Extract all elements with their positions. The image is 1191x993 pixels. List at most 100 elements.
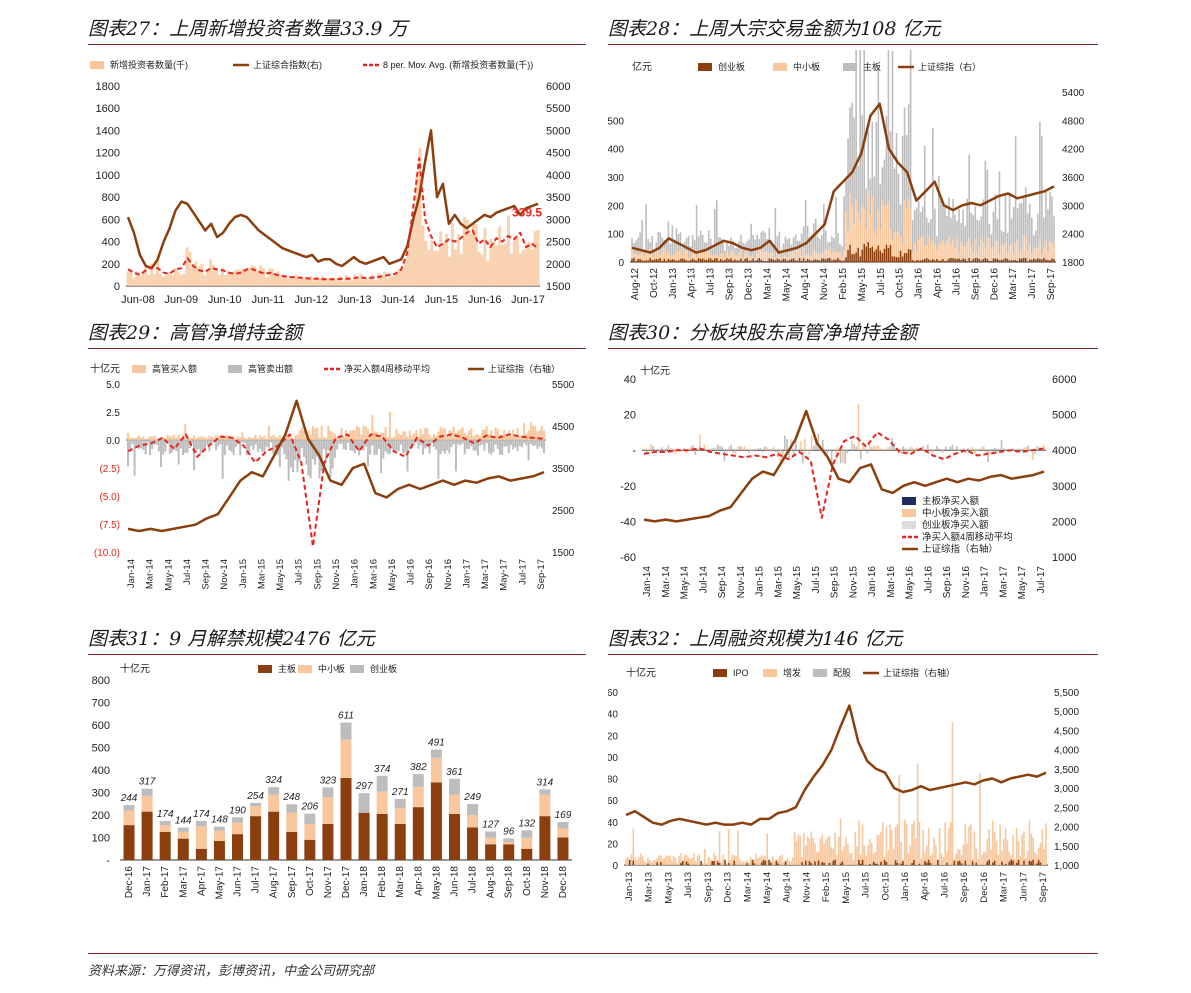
- sell-bar: [465, 440, 468, 449]
- block-trade-bar: [770, 258, 773, 262]
- block-trade-bar: [942, 204, 944, 241]
- placement-bar: [1001, 851, 1003, 865]
- ipo-bar: [872, 861, 875, 865]
- placement-bar: [1015, 827, 1018, 865]
- legend-label: 净买入额4周移动平均: [922, 531, 1013, 543]
- sell-bar: [133, 440, 136, 476]
- sell-bar: [380, 440, 383, 474]
- block-trade-bar: [748, 239, 750, 256]
- block-trade-bar: [863, 50, 866, 209]
- investor-bar: [389, 273, 393, 286]
- placement-bar: [792, 857, 794, 865]
- source-note: 资料来源：万得资讯，彭博资讯，中金公司研究部: [88, 964, 375, 979]
- investor-bar: [412, 217, 416, 286]
- buy-bar: [325, 438, 328, 440]
- buy-bar: [252, 437, 255, 440]
- net-buy-bar: [792, 450, 795, 456]
- unlock-bar: [467, 815, 479, 828]
- legend-label: 创业板净买入额: [922, 519, 989, 531]
- net-buy-bar: [795, 440, 797, 451]
- ipo-bar: [632, 860, 635, 865]
- block-trade-bar: [990, 246, 993, 261]
- y-tick-label: 6000: [546, 81, 570, 93]
- block-trade-bar: [701, 250, 704, 259]
- net-buy-bar: [962, 448, 965, 451]
- block-trade-bar: [703, 259, 706, 262]
- net-buy-bar: [953, 449, 956, 451]
- block-trade-bar: [909, 249, 912, 262]
- block-trade-bar: [968, 154, 970, 238]
- block-trade-bar: [766, 250, 769, 261]
- block-trade-bar: [996, 219, 999, 242]
- block-trade-bar: [911, 220, 914, 253]
- block-trade-bar: [861, 205, 863, 250]
- block-trade-bar: [843, 196, 845, 250]
- placement-bar: [1043, 849, 1045, 865]
- block-trade-bar: [962, 209, 964, 247]
- block-trade-bar: [673, 239, 676, 255]
- block-trade-bar: [970, 260, 973, 262]
- legend-label: IPO: [733, 668, 749, 678]
- ipo-bar: [924, 860, 926, 865]
- y-tick-label: 0: [612, 861, 618, 872]
- net-buy-bar: [721, 446, 724, 451]
- chart-title: 图表31：9 月解禁规模2476 亿元: [88, 628, 375, 650]
- block-trade-bar: [982, 199, 985, 243]
- investor-bar: [126, 271, 130, 286]
- x-tick-label: Jun-11: [252, 294, 285, 306]
- investor-bar: [433, 250, 437, 286]
- ipo-bar: [711, 860, 714, 865]
- buy-bar: [243, 437, 246, 440]
- placement-bar: [1017, 841, 1020, 865]
- buy-bar: [388, 411, 391, 440]
- legend-label: 8 per. Mov. Avg. (新增投资者数量(千)): [383, 59, 533, 70]
- x-tick-label: Jul-18: [468, 866, 479, 894]
- placement-bar: [735, 856, 737, 865]
- placement-bar: [630, 854, 633, 865]
- buy-bar: [318, 437, 321, 440]
- sell-bar: [287, 440, 290, 481]
- y-tick-label: 200: [608, 201, 624, 212]
- x-tick-label: Mar-17: [1008, 268, 1019, 300]
- x-tick-label: May-15: [275, 559, 286, 591]
- unlock-bar: [304, 824, 316, 840]
- placement-bar: [990, 849, 992, 865]
- investor-bar: [229, 272, 233, 286]
- buy-bar: [129, 438, 132, 440]
- placement-bar: [845, 837, 847, 865]
- block-trade-bar: [857, 247, 859, 262]
- block-trade-bar: [980, 260, 983, 262]
- buy-bar: [360, 434, 363, 440]
- block-trade-bar: [1047, 251, 1049, 260]
- buy-bar: [190, 438, 193, 440]
- buy-bar: [135, 437, 138, 440]
- block-trade-bar: [673, 259, 676, 262]
- block-trade-bar: [1053, 244, 1055, 260]
- x-tick-label: May-17: [1017, 566, 1028, 600]
- investor-bar: [226, 271, 230, 286]
- block-trade-bar: [808, 236, 811, 255]
- y-tick-label: 100: [92, 833, 110, 845]
- y-tick-label: 400: [608, 145, 624, 156]
- block-trade-bar: [984, 160, 987, 248]
- sell-bar: [426, 440, 429, 447]
- investor-bar: [191, 266, 195, 286]
- x-tick-label: Jul-14: [182, 559, 193, 585]
- ipo-bar: [687, 863, 690, 865]
- buy-bar: [237, 436, 240, 440]
- block-trade-bar: [720, 253, 722, 259]
- y-tick-label: 0.0: [106, 436, 120, 447]
- block-trade-bar: [732, 240, 734, 251]
- placement-bar: [848, 853, 851, 865]
- ipo-bar: [993, 860, 996, 865]
- sell-bar: [450, 440, 453, 448]
- net-buy-bar: [723, 450, 726, 462]
- sell-bar: [479, 440, 482, 446]
- block-trade-bar: [659, 255, 662, 258]
- placement-bar: [1032, 837, 1034, 865]
- block-trade-bar: [1037, 213, 1039, 248]
- sell-bar: [498, 440, 501, 455]
- placement-bar: [773, 861, 776, 865]
- block-trade-bar: [956, 220, 958, 239]
- block-trade-bar: [1043, 247, 1045, 258]
